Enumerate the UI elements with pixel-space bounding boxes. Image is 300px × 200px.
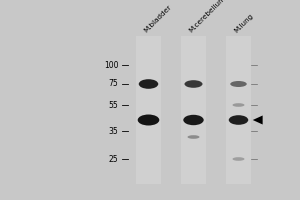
- Text: 25: 25: [109, 154, 118, 164]
- Text: M.bladder: M.bladder: [143, 4, 172, 34]
- Ellipse shape: [138, 114, 159, 126]
- Polygon shape: [253, 116, 263, 124]
- Ellipse shape: [229, 115, 248, 125]
- Text: 75: 75: [109, 79, 118, 88]
- Ellipse shape: [232, 103, 244, 107]
- Bar: [181, 36, 206, 184]
- Ellipse shape: [188, 135, 200, 139]
- Text: 35: 35: [109, 127, 118, 136]
- Text: 55: 55: [109, 100, 118, 110]
- Text: 100: 100: [104, 60, 118, 70]
- Bar: [226, 36, 251, 184]
- Ellipse shape: [183, 115, 204, 125]
- Text: M.cerebellum: M.cerebellum: [188, 0, 227, 34]
- Bar: [136, 36, 161, 184]
- Ellipse shape: [184, 80, 202, 88]
- Ellipse shape: [139, 79, 158, 89]
- Text: M.lung: M.lung: [233, 13, 254, 34]
- Ellipse shape: [232, 157, 244, 161]
- Ellipse shape: [230, 81, 247, 87]
